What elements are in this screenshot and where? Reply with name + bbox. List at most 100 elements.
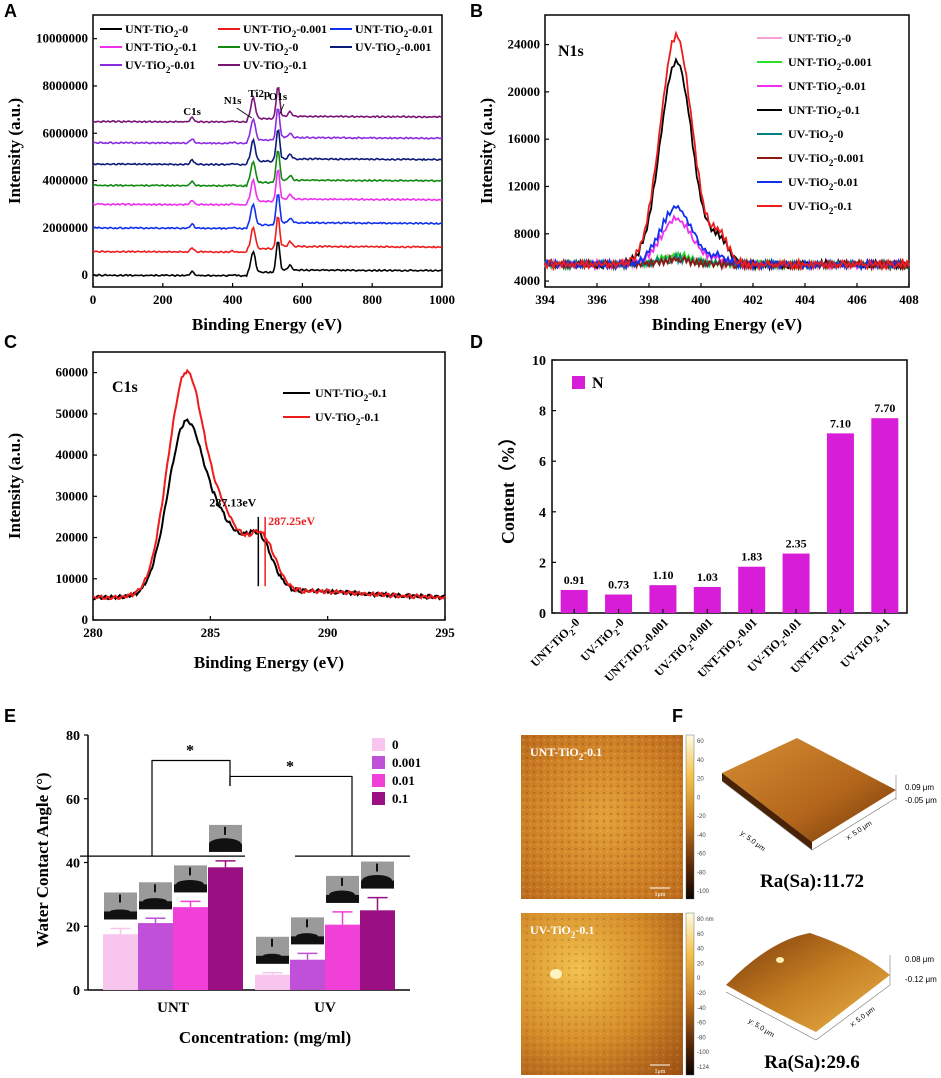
afm-bottom-x-axis-label: x: 5.0 μm — [849, 1006, 877, 1029]
panel-c-c1s: 280 285 290 295 0 10000 20000 30000 40000 50000 60… — [5, 351, 455, 672]
afm-top-colorbar — [685, 734, 695, 900]
panel-a-ytick-label: 8000000 — [43, 78, 89, 93]
panel-e-droplet-image — [361, 861, 394, 889]
afm-top-colorbar-tick: -60 — [697, 852, 706, 858]
panel-c-legend-label: UV-TiO2-0.1 — [315, 410, 379, 427]
panel-e-ytick-label: 0 — [73, 984, 80, 999]
panel-a-legend-label: UNT-TiO2-0.1 — [125, 40, 197, 57]
panel-a-legend-label: UV-TiO2-0.1 — [243, 58, 307, 75]
afm-bottom-zmax: 0.08 μm — [905, 955, 934, 964]
panel-b-legend-label: UV-TiO2-0.1 — [788, 199, 852, 216]
afm-bottom-colorbar-tick: -124 — [697, 1065, 710, 1071]
panel-c-legend-label: UNT-TiO2-0.1 — [315, 386, 387, 403]
afm-bottom-zmin: -0.12 μm — [905, 975, 937, 984]
afm-bottom-colorbar-tick: 40 — [697, 947, 704, 953]
panel-a-ytick-label: 6000000 — [43, 125, 89, 140]
panel-b-legend-label: UV-TiO2-0.001 — [788, 151, 864, 168]
panel-d-legend-swatch — [572, 376, 585, 389]
panel-letter-e: E — [4, 706, 16, 726]
panel-a-series-line — [92, 194, 442, 231]
panel-a-xtick-label: 1000 — [429, 292, 455, 307]
panel-b-ytick-label: 4000 — [514, 273, 540, 288]
panel-e-droplet — [362, 874, 392, 887]
panel-a-peak-label: O1s — [269, 91, 288, 103]
panel-e-droplet-substrate — [104, 911, 137, 920]
panel-e-significance-bracket — [229, 775, 353, 857]
panel-e-legend-label: 0.1 — [392, 791, 408, 806]
panel-b-xtick-label: 402 — [743, 292, 763, 307]
panel-c-ytick-label: 40000 — [56, 447, 89, 462]
panel-b-xtick-label: 400 — [691, 292, 711, 307]
afm-top-colorbar-tick: 40 — [697, 758, 704, 764]
panel-a-series-line — [92, 86, 443, 124]
afm-top-colorbar-tick: 60 — [697, 739, 704, 745]
afm-top-zmax: 0.09 μm — [905, 783, 934, 792]
panel-a-peak-label: Ti2p — [248, 88, 270, 100]
panel-d-bar — [605, 594, 633, 613]
panel-b-series-line — [544, 30, 910, 272]
afm-bottom-colorbar-tick: 80 nm — [697, 917, 714, 923]
panel-a-series-line — [92, 128, 443, 167]
panel-b-series-line — [544, 204, 910, 272]
panel-d-bar — [560, 589, 588, 613]
panel-b-legend-label: UNT-TiO2-0.01 — [788, 79, 866, 96]
panel-letter-b: B — [470, 1, 483, 21]
panel-d-category-label: UNT-TiO2-0 — [528, 615, 585, 672]
panel-e-ytick-label: 80 — [66, 729, 80, 744]
panel-d-bar-label: 7.10 — [830, 416, 851, 430]
panel-b-ylabel: Intensity (a.u.) — [477, 98, 496, 204]
panel-a-xtick-label: 400 — [223, 292, 243, 307]
panel-d-bar-label: 1.10 — [652, 568, 673, 582]
afm-bottom-colorbar-tick: -80 — [697, 1035, 706, 1041]
panel-a-legend-label: UV-TiO2-0.01 — [125, 58, 195, 75]
panel-d-bar — [782, 553, 810, 613]
panel-e-category-label: UV — [314, 1000, 336, 1016]
panel-b-n1s: 394 396 398 400 402 404 406 408 4000 8000 12000 160… — [477, 14, 919, 334]
panel-d-bar-label: 0.91 — [564, 573, 585, 587]
panel-a-peak-arrow — [236, 107, 253, 119]
afm-top-colorbar-tick: 0 — [697, 795, 701, 801]
panel-c-ytick-label: 10000 — [56, 571, 89, 586]
panel-e-bar — [255, 974, 290, 990]
afm-bottom-colorbar-tick: 0 — [697, 976, 701, 982]
panel-a-xtick-label: 0 — [90, 292, 97, 307]
panel-c-ytick-label: 0 — [82, 612, 89, 627]
panel-b-legend-label: UNT-TiO2-0.1 — [788, 103, 860, 120]
panel-e-bar — [138, 923, 173, 990]
panel-b-xtick-label: 396 — [587, 292, 607, 307]
afm-top-colorbar-tick: -80 — [697, 870, 706, 876]
panel-b-ytick-label: 24000 — [508, 37, 541, 52]
panel-c-series-line — [92, 418, 446, 601]
panel-e-bar — [208, 867, 243, 990]
panel-e-droplet-substrate — [139, 901, 172, 910]
panel-e-xlabel: Concentration: (mg/ml) — [179, 1028, 351, 1047]
panel-d-bar-label: 7.70 — [874, 401, 895, 415]
panel-e-legend-swatch — [372, 774, 385, 787]
panel-e-droplet-image — [139, 882, 172, 910]
panel-e-legend-swatch — [372, 756, 385, 769]
panel-d-bar-label: 0.73 — [608, 578, 629, 592]
afm-bottom-3d-surface — [726, 933, 890, 1032]
afm-bottom-colorbar-tick: 60 — [697, 932, 704, 938]
panel-d-ytick-label: 6 — [539, 455, 546, 470]
afm-top-y-axis-label: y: 5.0 μm — [739, 830, 766, 853]
panel-a-ytick-label: 4000000 — [43, 173, 89, 188]
panel-d-bar — [826, 433, 854, 613]
afm-bottom-colorbar-tick: -40 — [697, 1006, 706, 1012]
panel-e-droplet-image — [326, 875, 359, 903]
panel-e-droplet-image — [256, 936, 289, 964]
panel-d-bar-label: 2.35 — [786, 537, 807, 551]
panel-a-peak-label: N1s — [224, 95, 242, 107]
afm-bottom-scale-label: 1μm — [655, 1069, 666, 1075]
panel-e-contact-angle: 0 20 40 60 80 UNT UV * * 0 0.001 0.01 0.1 Concentr… — [33, 729, 421, 1047]
panel-c-marker-label-red: 287.25eV — [268, 514, 315, 528]
panel-c-xtick-label: 280 — [83, 625, 103, 640]
panel-e-significance-star: * — [286, 758, 294, 775]
panel-a-series-line — [92, 169, 442, 207]
panel-e-ylabel: Water Contact Angle (°) — [33, 772, 52, 947]
panel-e-droplet-image — [209, 824, 242, 852]
panel-e-droplet-substrate — [291, 936, 324, 945]
panel-e-droplet-image — [174, 865, 207, 893]
panel-e-legend-swatch — [372, 738, 385, 751]
panel-b-xlabel: Binding Energy (eV) — [652, 315, 802, 334]
